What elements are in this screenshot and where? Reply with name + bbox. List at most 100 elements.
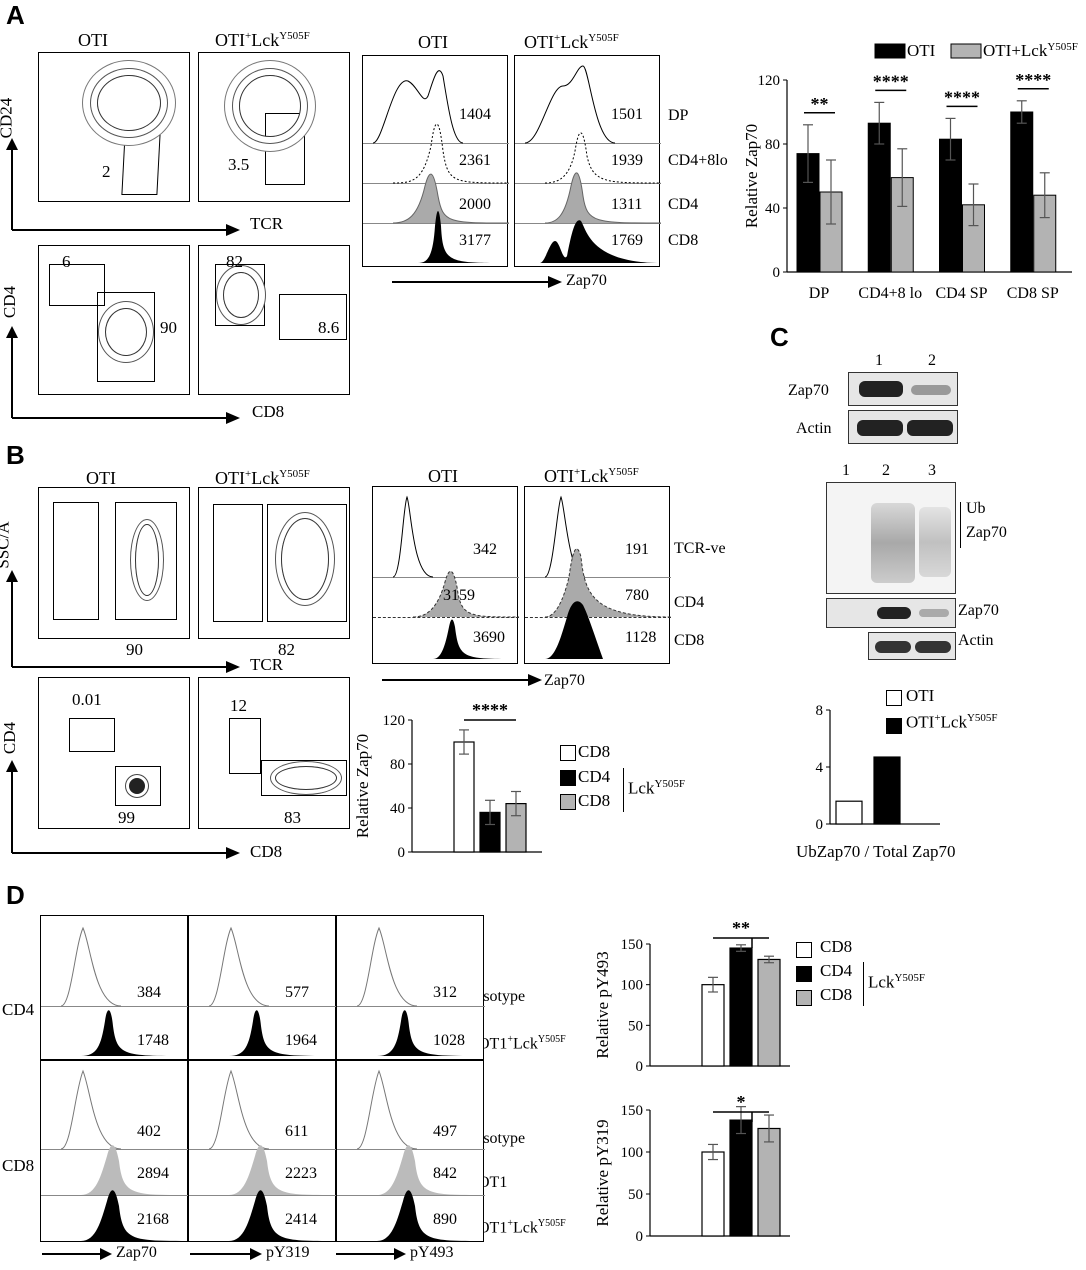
smear <box>919 507 951 577</box>
gate-value: 83 <box>284 808 301 827</box>
mfi-cd4: 1311 <box>611 196 643 213</box>
row-label-cd4: CD4 <box>668 196 699 213</box>
mfi-tcr-ve: 191 <box>625 541 649 558</box>
hist-traces <box>544 495 671 659</box>
contour <box>275 766 337 790</box>
blot-zap70-2 <box>826 598 956 628</box>
col-title-oti: OTI <box>418 32 448 52</box>
hist-traces <box>356 1069 485 1241</box>
x-tick-label: CD4+8 lo <box>858 285 922 298</box>
hist-traces <box>60 926 189 1056</box>
hist-trace <box>60 926 122 1007</box>
axis-label-cd4: CD4 <box>0 285 20 319</box>
panel-label-c: C <box>770 322 789 352</box>
mfi-cd8: 1769 <box>611 232 643 249</box>
y-tick-label: 50 <box>628 1018 643 1034</box>
blot-label: Zap70 <box>958 602 999 619</box>
gate <box>115 766 161 806</box>
y-tick-label: 80 <box>765 137 780 153</box>
lane-number: 3 <box>928 462 936 479</box>
hist-trace <box>377 1190 485 1241</box>
blot-label: Actin <box>958 632 994 649</box>
blot-label: Actin <box>796 420 832 437</box>
y-axis-label: Relative pY493 <box>593 951 612 1058</box>
legend-label: CD8 <box>820 985 853 1004</box>
chart-d-relative-py493: 0 50 100 150 Relative pY493 ** <box>593 920 790 1075</box>
mfi-isotype: 312 <box>433 984 457 1001</box>
y-tick-label: 0 <box>398 845 406 860</box>
mfi-lck: 1748 <box>137 1032 169 1049</box>
mfi-cd4-8lo: 1939 <box>611 152 643 169</box>
axis-arrows-b-top <box>6 570 240 673</box>
plot-b-ssc-tcr-lck <box>198 487 350 639</box>
band <box>875 641 911 653</box>
axis-label-zap70: Zap70 <box>566 272 607 289</box>
plot-b-cd4-cd8-lck <box>198 677 350 829</box>
plot-a-cd24-tcr-lck <box>198 52 350 202</box>
row-label-isotype: Isotype <box>478 988 526 1005</box>
y-tick-label: 8 <box>816 703 824 719</box>
bar <box>757 958 781 1067</box>
y-tick-label: 40 <box>765 201 780 217</box>
gate <box>97 292 155 382</box>
mfi-cd4: 3159 <box>443 587 475 604</box>
band <box>859 381 903 397</box>
axis-arrows-d <box>42 1248 406 1260</box>
contour <box>105 308 147 356</box>
axis-label-ssc: SSC/A <box>0 521 13 569</box>
band <box>857 420 903 436</box>
y-axis-label: Relative Zap70 <box>742 124 761 228</box>
row-label-cd4: CD4 <box>2 1000 35 1019</box>
legend-label: CD8 <box>578 742 611 761</box>
hist-box: 577 1964 <box>188 915 337 1060</box>
col-title-lck: OTI+LckY505F <box>524 32 619 52</box>
mfi-dp: 1501 <box>611 106 643 123</box>
y-tick-label: 120 <box>758 73 781 89</box>
divider <box>525 577 671 578</box>
hist-trace <box>81 1010 189 1056</box>
plot-a-cd24-tcr-oti <box>38 52 190 202</box>
plot-b-cd4-cd8-oti <box>38 677 190 829</box>
row-label-dp: DP <box>668 107 689 124</box>
gate <box>213 504 263 622</box>
hist-trace <box>60 1069 122 1150</box>
band <box>915 641 951 653</box>
bar <box>757 1127 781 1237</box>
axis-arrow-zap70 <box>392 276 562 288</box>
y-tick-label: 0 <box>636 1059 644 1075</box>
legend-swatch-cd4-black <box>796 966 812 982</box>
hist-box-b-oti: 342 3159 3690 <box>372 486 519 664</box>
panel-label-d: D <box>6 880 25 910</box>
y-tick-label: 100 <box>621 1145 644 1161</box>
y-tick-label: 40 <box>390 801 405 817</box>
lane-number: 1 <box>875 352 883 369</box>
contour <box>129 778 145 794</box>
contour <box>239 75 301 137</box>
hist-box-a-oti: 1404 2361 2000 3177 <box>362 55 509 267</box>
hist-trace <box>229 1190 337 1241</box>
axis-label-cd4: CD4 <box>0 721 20 755</box>
hist-box: 611 2223 2414 <box>188 1060 337 1242</box>
band <box>907 420 953 436</box>
y-tick-label: 120 <box>383 713 406 729</box>
hist-trace <box>356 1069 418 1150</box>
hist-trace <box>377 1145 485 1195</box>
legend-label-oti: OTI <box>906 686 935 705</box>
mfi-cd8: 3177 <box>459 232 491 249</box>
axis-label-cd8: CD8 <box>252 402 285 421</box>
lane-number: 2 <box>928 352 936 369</box>
chart-d-relative-py319: 0 50 100 150 Relative pY319 * <box>593 1092 790 1245</box>
contour <box>223 272 259 318</box>
gate-value: 82 <box>226 252 243 271</box>
y-tick-label: 150 <box>621 937 644 953</box>
legend-sup: Y505F <box>1047 41 1078 53</box>
col-title-oti: OTI <box>428 466 458 486</box>
legend-group: LckY505F <box>868 972 925 992</box>
chart-a-relative-zap70: 0 40 80 120 Relative Zap70 ** DP **** CD4+8 lo **… <box>742 41 1078 298</box>
legend-swatch-cd8-white <box>796 942 812 958</box>
hist-trace <box>81 1145 189 1195</box>
hist-trace <box>208 926 270 1007</box>
band <box>919 609 949 617</box>
legend-swatch-oti <box>874 43 906 59</box>
bar <box>729 1119 753 1237</box>
